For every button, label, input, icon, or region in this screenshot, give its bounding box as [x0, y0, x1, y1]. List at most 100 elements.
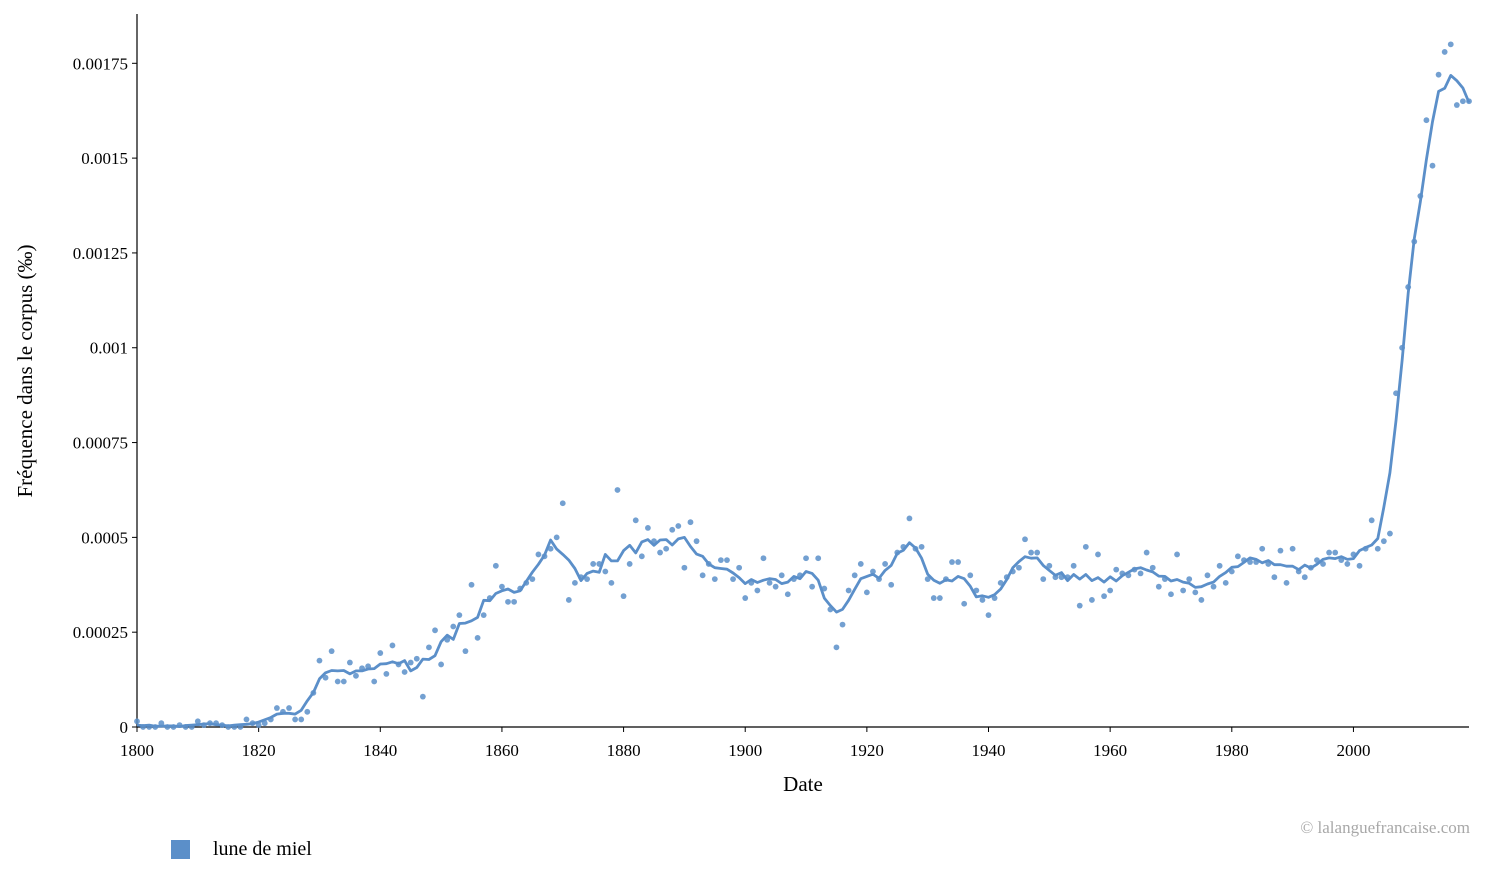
data-point: [1222, 579, 1229, 586]
plot-area: 0 0.00025 0.0005 0.00075 0.001 0.00125 0.0015 0…: [73, 14, 1472, 760]
data-point: [717, 557, 724, 564]
data-point: [845, 587, 852, 594]
data-point: [286, 705, 292, 711]
data-point: [401, 669, 408, 675]
data-point: [833, 644, 840, 651]
data-point: [1137, 570, 1144, 577]
data-point: [882, 561, 889, 567]
data-point: [559, 500, 566, 507]
x-tick-label: 2000: [1336, 741, 1370, 760]
data-point: [766, 579, 773, 586]
y-tick-label: 0.001: [90, 339, 128, 358]
data-point: [1453, 102, 1460, 108]
data-point: [328, 648, 335, 655]
data-point: [377, 650, 384, 656]
data-point: [194, 718, 201, 725]
data-point: [419, 693, 426, 700]
data-point: [1174, 551, 1180, 558]
data-point: [535, 551, 542, 558]
copyright-text: © lalanguefrancaise.com: [1300, 818, 1470, 837]
data-point: [1204, 572, 1211, 579]
x-tick-label: 1860: [485, 741, 519, 760]
data-point: [1149, 564, 1156, 571]
data-point: [243, 716, 250, 723]
y-tick-label: 0.0005: [81, 528, 128, 547]
data-point: [590, 561, 597, 567]
y-axis-title: Fréquence dans le corpus (‰): [13, 244, 37, 497]
data-point: [1344, 561, 1351, 567]
data-point: [1186, 576, 1193, 582]
data-point: [1216, 562, 1223, 569]
data-point: [888, 581, 895, 588]
data-point: [1332, 549, 1339, 556]
data-point: [1259, 545, 1266, 552]
data-point: [499, 583, 505, 590]
data-point: [340, 678, 347, 685]
data-point: [383, 671, 390, 677]
data-point: [584, 576, 590, 582]
data-point: [1155, 583, 1162, 590]
data-point: [687, 519, 694, 526]
data-point: [1326, 549, 1333, 556]
data-point: [1040, 576, 1047, 582]
data-point: [1380, 538, 1387, 545]
data-point: [930, 595, 937, 601]
data-point: [413, 655, 420, 662]
data-point: [1277, 547, 1284, 554]
y-tick-label: 0: [120, 718, 129, 737]
y-tick-label: 0.0015: [81, 149, 128, 168]
series-line: [136, 74, 1471, 728]
data-point: [602, 568, 609, 575]
data-point: [1089, 597, 1095, 603]
data-point: [1082, 543, 1089, 550]
legend-label: lune de miel: [213, 838, 312, 860]
data-point: [699, 572, 706, 579]
data-point: [736, 564, 743, 571]
data-point: [1320, 561, 1326, 567]
data-point: [693, 538, 700, 545]
data-point: [298, 716, 305, 723]
data-point: [711, 576, 718, 582]
data-point: [353, 672, 359, 679]
data-point: [967, 572, 974, 579]
x-tick-label: 1920: [850, 741, 884, 760]
data-point: [663, 545, 670, 552]
data-point: [1016, 564, 1022, 571]
data-point: [1387, 530, 1393, 537]
data-point: [1435, 71, 1442, 78]
data-point: [724, 557, 730, 564]
data-point: [1210, 583, 1217, 590]
data-point: [754, 587, 761, 594]
data-point: [961, 600, 968, 607]
data-point: [322, 674, 329, 681]
data-point: [438, 661, 445, 668]
data-point: [1283, 579, 1290, 586]
data-point: [681, 564, 688, 571]
data-point: [857, 561, 864, 567]
data-point: [1429, 162, 1436, 169]
x-axis-title: Date: [783, 772, 823, 796]
data-point: [803, 555, 809, 562]
data-point: [371, 678, 378, 685]
data-point: [572, 579, 578, 586]
data-point: [432, 627, 438, 634]
data-point: [1034, 549, 1041, 556]
x-tick-label: 1900: [728, 741, 762, 760]
x-tick-label: 1820: [242, 741, 276, 760]
data-point: [511, 598, 517, 605]
data-point: [918, 543, 925, 550]
data-point: [1374, 545, 1381, 552]
data-point: [924, 576, 931, 582]
data-point: [760, 555, 767, 562]
data-point: [450, 623, 457, 630]
data-point: [1198, 597, 1205, 603]
data-point: [949, 559, 955, 565]
data-point: [1192, 589, 1199, 596]
data-point: [815, 555, 822, 562]
data-point: [1447, 41, 1454, 48]
data-point: [863, 589, 870, 596]
data-point: [839, 621, 846, 628]
data-point: [1356, 562, 1363, 569]
data-point: [1022, 536, 1028, 543]
data-point: [784, 591, 791, 598]
